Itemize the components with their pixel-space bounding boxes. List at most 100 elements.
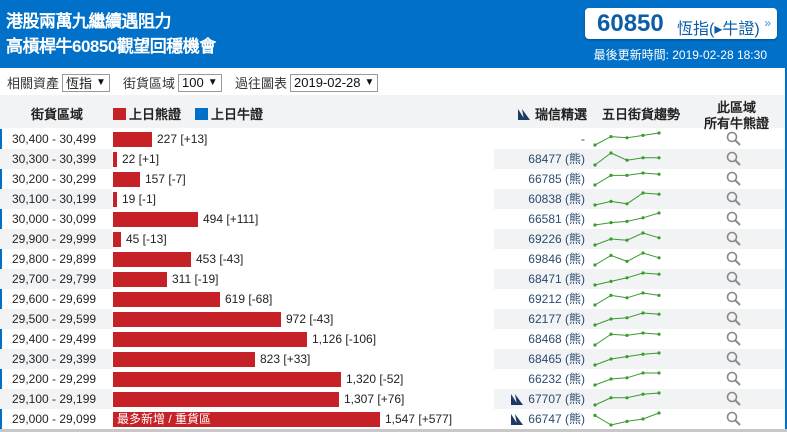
search-icon[interactable]: [726, 251, 742, 267]
cs-pick-link[interactable]: 68471 (熊): [0, 269, 585, 289]
bear-bar[interactable]: [113, 312, 281, 327]
bear-bar[interactable]: [113, 392, 339, 407]
trend-point: [641, 311, 645, 315]
trend-point: [641, 331, 645, 335]
trend-sparkline: [593, 351, 661, 367]
trend-point: [593, 143, 597, 147]
bear-swatch: [113, 108, 126, 120]
range-cell: 29,100 - 29,199: [0, 389, 112, 409]
trend-point: [593, 243, 597, 247]
trend-sparkline: [593, 411, 661, 427]
trend-point: [609, 253, 613, 257]
cs-pick-code: 66232 (熊): [528, 372, 585, 386]
cs-pick-link[interactable]: 62177 (熊): [0, 309, 585, 329]
cs-pick-link[interactable]: 69212 (熊): [0, 289, 585, 309]
cs-pick-link[interactable]: 60838 (熊): [0, 189, 585, 209]
bear-bar[interactable]: [113, 232, 121, 247]
cs-pick-link[interactable]: 66581 (熊): [0, 209, 585, 229]
bar-value-label: 22 [+1]: [122, 152, 160, 166]
cs-pick-link[interactable]: 66232 (熊): [0, 369, 585, 389]
search-icon[interactable]: [726, 391, 742, 407]
trend-line: [594, 352, 660, 366]
cs-pick-link[interactable]: -: [0, 129, 585, 149]
search-icon[interactable]: [726, 311, 742, 327]
cs-pick-code: 68468 (熊): [528, 332, 585, 346]
bear-bar[interactable]: [113, 172, 140, 187]
trend-point: [641, 191, 645, 195]
search-icon[interactable]: [726, 371, 742, 387]
bar-value-label: 1,126 [-106]: [312, 332, 377, 346]
cs-pick-link[interactable]: 66747 (熊): [0, 409, 585, 429]
trend-point: [641, 251, 645, 255]
history-date-select[interactable]: 2019-02-28 ▼: [290, 73, 379, 92]
trend-point: [625, 219, 629, 223]
trend-point: [657, 211, 661, 215]
bear-bar[interactable]: [113, 192, 117, 207]
trend-point: [657, 312, 661, 316]
trend-point: [593, 163, 597, 167]
bear-bar[interactable]: [113, 332, 307, 347]
cs-pick-link[interactable]: 67707 (熊): [0, 389, 585, 409]
row-right-bg: [494, 149, 785, 169]
trend-point: [609, 135, 613, 139]
trend-point: [609, 173, 613, 177]
cs-pick-code: 68465 (熊): [528, 352, 585, 366]
bull-legend-label: 上日牛證: [211, 107, 264, 122]
bear-bar[interactable]: [113, 372, 341, 387]
trend-sparkline: [593, 151, 661, 167]
range-cell: 29,400 - 29,499: [0, 329, 112, 349]
cs-pick-code: 69212 (熊): [528, 292, 585, 306]
bear-bar[interactable]: [113, 272, 167, 287]
range-select[interactable]: 100 ▼: [178, 73, 222, 92]
trend-point: [657, 351, 661, 355]
bear-bar[interactable]: [113, 352, 255, 367]
search-icon[interactable]: [726, 231, 742, 247]
bear-bar[interactable]: 最多新增 / 重貨區: [113, 412, 380, 427]
search-icon[interactable]: [726, 131, 742, 147]
asset-label: 相關資產: [7, 76, 60, 91]
trend-point: [609, 357, 613, 361]
table-row: 29,700 - 29,799 311 [-19] 68471 (熊): [0, 269, 785, 289]
trend-point: [641, 371, 645, 375]
trend-line: [594, 212, 660, 226]
cs-pick-link[interactable]: 69226 (熊): [0, 229, 585, 249]
trend-point: [641, 271, 645, 275]
search-icon[interactable]: [726, 171, 742, 187]
cs-pick-code: 69846 (熊): [528, 252, 585, 266]
cs-pick-link[interactable]: 66785 (熊): [0, 169, 585, 189]
bar-value-label: 972 [-43]: [286, 312, 334, 326]
product-button[interactable]: 60850 恆指(▸牛證) »: [585, 8, 777, 39]
cs-pick-link[interactable]: 69846 (熊): [0, 249, 585, 269]
search-icon[interactable]: [726, 411, 742, 427]
search-icon[interactable]: [726, 191, 742, 207]
col-cs-pick: 瑞信精選: [518, 104, 587, 123]
bar-value-label: 227 [+13]: [157, 132, 208, 146]
trend-point: [593, 203, 597, 207]
bear-bar[interactable]: [113, 292, 220, 307]
asset-select[interactable]: 恆指 ▼: [62, 73, 110, 92]
trend-sparkline: [593, 231, 661, 247]
search-icon[interactable]: [726, 151, 742, 167]
range-cell: 29,900 - 29,999: [0, 229, 112, 249]
cs-pick-link[interactable]: 68465 (熊): [0, 349, 585, 369]
trend-point: [609, 221, 613, 225]
bear-bar[interactable]: [113, 212, 198, 227]
bar-value-label: 619 [-68]: [225, 292, 273, 306]
search-icon[interactable]: [726, 331, 742, 347]
search-icon[interactable]: [726, 291, 742, 307]
search-icon[interactable]: [726, 211, 742, 227]
col-trend: 五日街貨趨勢: [602, 107, 681, 122]
trend-point: [641, 156, 645, 160]
trend-point: [609, 199, 613, 203]
trend-sparkline: [593, 131, 661, 147]
bear-bar[interactable]: [113, 152, 117, 167]
range-value: 100: [182, 75, 204, 90]
bear-bar[interactable]: [113, 132, 152, 147]
cs-pick-link[interactable]: 68468 (熊): [0, 329, 585, 349]
trend-point: [625, 259, 629, 263]
trend-point: [593, 403, 597, 407]
search-icon[interactable]: [726, 351, 742, 367]
search-icon[interactable]: [726, 271, 742, 287]
bear-bar[interactable]: [113, 252, 191, 267]
cs-pick-link[interactable]: 68477 (熊): [0, 149, 585, 169]
